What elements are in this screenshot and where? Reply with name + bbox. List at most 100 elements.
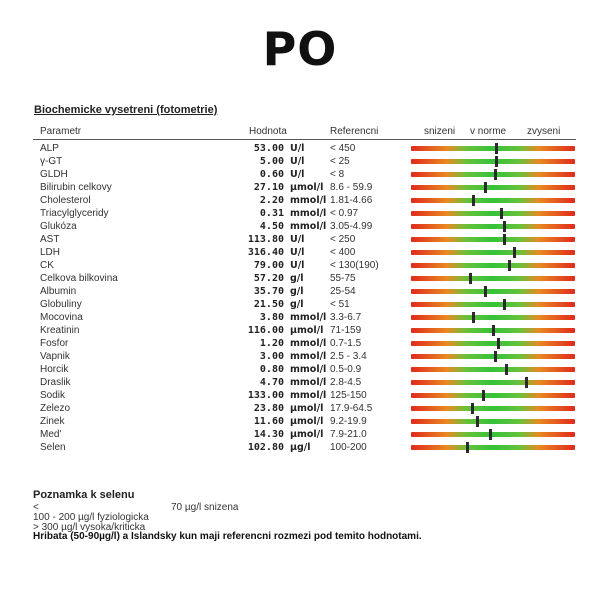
parameter-name: Triacylglyceridy [40, 208, 109, 219]
parameter-unit: g/l [290, 299, 304, 310]
parameter-name: CK [40, 260, 54, 271]
range-marker [470, 403, 474, 414]
parameter-unit: µmol/l [290, 416, 324, 427]
range-marker [465, 442, 469, 453]
parameter-unit: mmol/l [290, 351, 327, 362]
parameter-name: ALP [40, 143, 59, 154]
table-row: Celkova bilkovina 57.20 g/l 55-75 [0, 272, 600, 285]
parameter-reference: 2.5 - 3.4 [330, 351, 367, 362]
table-row: Draslik 4.70 mmol/l 2.8-4.5 [0, 376, 600, 389]
table-row: Zelezo 23.80 µmol/l 17.9-64.5 [0, 402, 600, 415]
range-marker [483, 286, 487, 297]
table-row: Zinek 11.60 µmol/l 9.2-19.9 [0, 415, 600, 428]
parameter-name: AST [40, 234, 60, 245]
parameter-value: 5.00 [259, 156, 284, 167]
header-divider [33, 139, 576, 140]
parameter-value: 0.31 [259, 208, 284, 219]
parameter-unit: U/l [290, 169, 305, 180]
table-row: Vapnik 3.00 mmol/l 2.5 - 3.4 [0, 350, 600, 363]
parameter-reference: 125-150 [330, 390, 367, 401]
note-line-low: < 70 µg/l snizena [33, 502, 238, 513]
range-bar [411, 442, 575, 453]
range-marker [503, 299, 507, 310]
parameter-value: 113.80 [247, 234, 284, 245]
parameter-reference: < 130(190) [330, 260, 379, 271]
parameter-reference: 100-200 [330, 442, 367, 453]
range-bar [411, 377, 575, 388]
header-hodnota: Hodnota [249, 126, 287, 137]
table-row: Globuliny 21.50 g/l < 51 [0, 298, 600, 311]
range-marker [505, 364, 509, 375]
parameter-name: Horcik [40, 364, 69, 375]
parameter-value: 3.80 [259, 312, 284, 323]
parameter-reference: 17.9-64.5 [330, 403, 373, 414]
range-marker [495, 156, 499, 167]
parameter-name: Albumin [40, 286, 77, 297]
table-row: CK 79.00 U/l < 130(190) [0, 259, 600, 272]
parameter-unit: U/l [290, 247, 305, 258]
parameter-unit: U/l [290, 156, 305, 167]
range-marker [469, 273, 473, 284]
parameter-unit: µmol/l [290, 429, 324, 440]
table-row: Bilirubin celkovy 27.10 µmol/l 8.6 - 59.9 [0, 181, 600, 194]
parameter-reference: 8.6 - 59.9 [330, 182, 373, 193]
parameter-value: 79.00 [253, 260, 284, 271]
range-bar [411, 286, 575, 297]
table-row: Albumin 35.70 g/l 25-54 [0, 285, 600, 298]
parameter-value: 53.00 [253, 143, 284, 154]
range-marker [500, 208, 504, 219]
parameter-name: GLDH [40, 169, 68, 180]
parameter-value: 23.80 [253, 403, 284, 414]
range-bar [411, 260, 575, 271]
parameter-unit: µmol/l [290, 403, 324, 414]
parameter-reference: < 25 [330, 156, 350, 167]
section-title: Biochemicke vysetreni (fotometrie) [34, 104, 218, 116]
parameter-name: Zelezo [40, 403, 71, 414]
range-bar [411, 234, 575, 245]
range-bar [411, 299, 575, 310]
parameter-value: 14.30 [253, 429, 284, 440]
range-bar [411, 156, 575, 167]
parameter-value: 11.60 [253, 416, 284, 427]
parameter-reference: 0.5-0.9 [330, 364, 362, 375]
parameter-name: LDH [40, 247, 61, 258]
parameter-value: 4.50 [259, 221, 284, 232]
header-parametr: Parametr [40, 126, 82, 137]
parameter-unit: U/l [290, 260, 305, 271]
range-marker [493, 169, 497, 180]
parameter-unit: g/l [290, 286, 304, 297]
range-bar [411, 195, 575, 206]
parameter-name: Bilirubin celkovy [40, 182, 112, 193]
note-title: Poznamka k selenu [33, 489, 135, 501]
note-line-physiological: 100 - 200 µg/l fyziologicka [33, 512, 149, 523]
parameter-unit: µg/l [290, 442, 311, 453]
parameter-unit: mmol/l [290, 208, 327, 219]
range-bar [411, 403, 575, 414]
parameter-value: 4.70 [259, 377, 284, 388]
parameter-reference: 7.9-21.0 [330, 429, 367, 440]
parameter-unit: mmol/l [290, 390, 327, 401]
range-marker [472, 195, 476, 206]
range-marker [503, 234, 507, 245]
range-bar [411, 169, 575, 180]
parameter-name: Globuliny [40, 299, 82, 310]
range-bar [411, 338, 575, 349]
parameter-reference: 1.81-4.66 [330, 195, 373, 206]
range-marker [482, 390, 486, 401]
parameter-unit: g/l [290, 273, 304, 284]
note-line-horses: Hribata (50-90µg/l) a Islandsky kun maji… [33, 531, 422, 542]
header-v-norme: v norme [470, 126, 507, 137]
parameter-value: 133.00 [247, 390, 284, 401]
table-row: LDH 316.40 U/l < 400 [0, 246, 600, 259]
table-row: Kreatinin 116.00 µmol/l 71-159 [0, 324, 600, 337]
page-title: PO [262, 22, 338, 76]
parameter-reference: < 450 [330, 143, 356, 154]
parameter-reference: 3.3-6.7 [330, 312, 362, 323]
parameter-reference: 71-159 [330, 325, 362, 336]
parameter-unit: µmol/l [290, 182, 324, 193]
parameter-value: 0.60 [259, 169, 284, 180]
parameter-name: Zinek [40, 416, 65, 427]
header-zvyseni: zvyseni [527, 126, 561, 137]
table-row: Glukóza 4.50 mmol/l 3.05-4.99 [0, 220, 600, 233]
range-marker [472, 312, 476, 323]
